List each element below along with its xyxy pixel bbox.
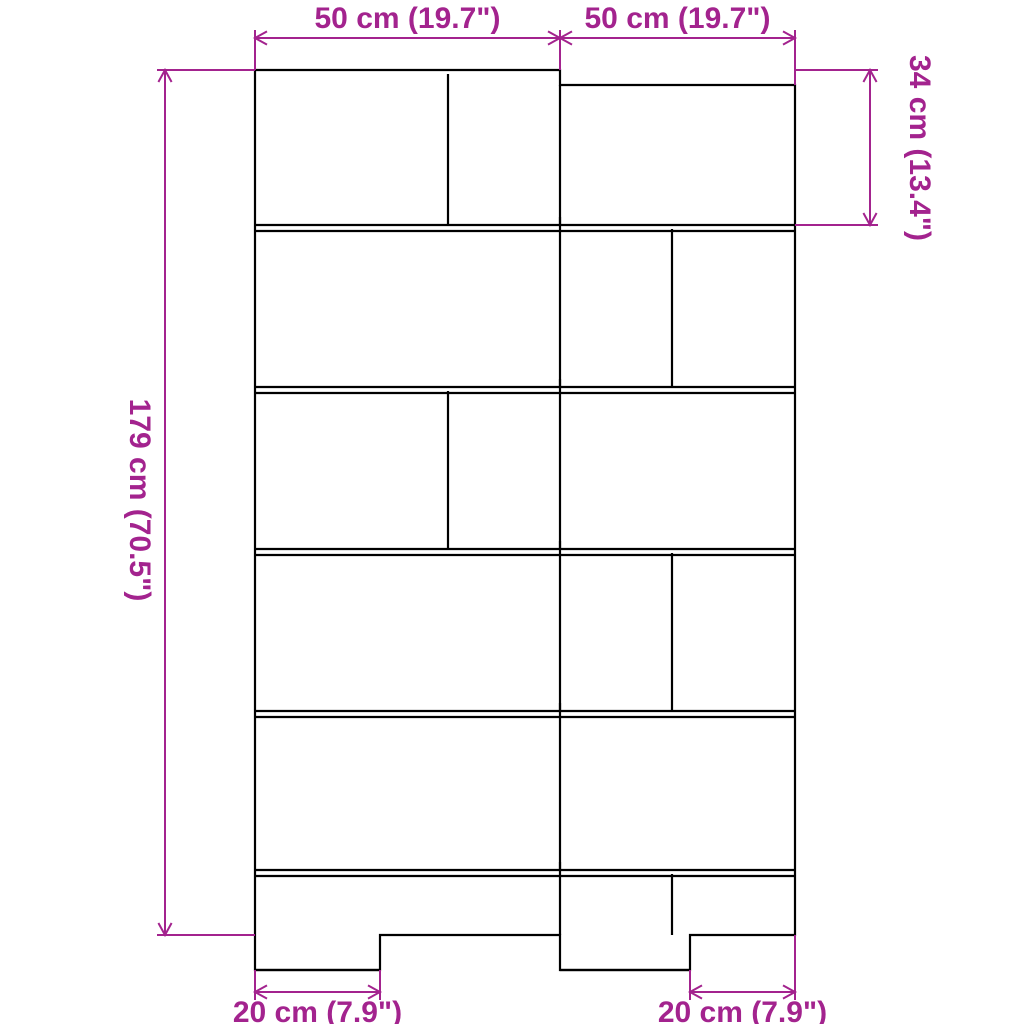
dim-bottom-right: 20 cm (7.9") — [658, 996, 827, 1024]
dim-left: 179 cm (70.5") — [123, 399, 156, 602]
dim-right: 34 cm (13.4") — [903, 55, 936, 241]
dim-top-right: 50 cm (19.7") — [585, 2, 771, 35]
dim-bottom-left: 20 cm (7.9") — [233, 996, 402, 1024]
dim-top-left: 50 cm (19.7") — [315, 2, 501, 35]
dimension-diagram: 50 cm (19.7") 50 cm (19.7") 34 cm (13.4") 1… — [0, 0, 1024, 1024]
